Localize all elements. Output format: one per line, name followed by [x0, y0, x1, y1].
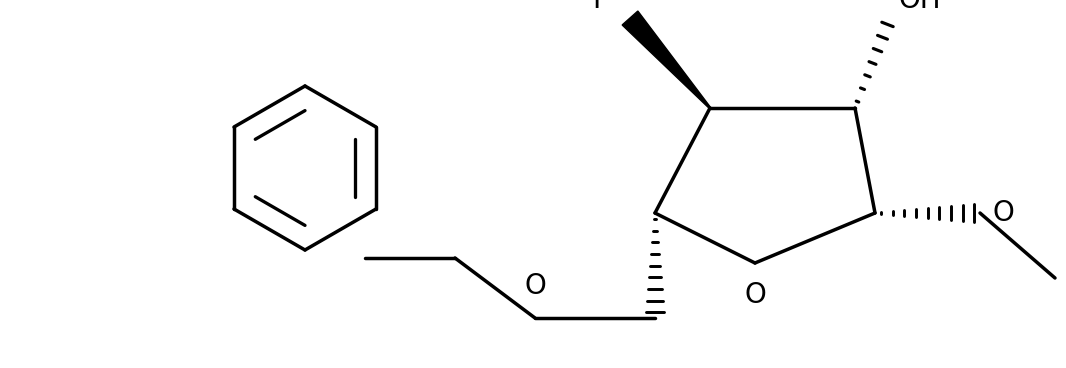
Text: OH: OH	[898, 0, 940, 14]
Text: O: O	[524, 272, 546, 300]
Polygon shape	[623, 11, 711, 109]
Text: O: O	[992, 199, 1014, 227]
Text: F: F	[592, 0, 608, 14]
Text: O: O	[744, 281, 765, 309]
